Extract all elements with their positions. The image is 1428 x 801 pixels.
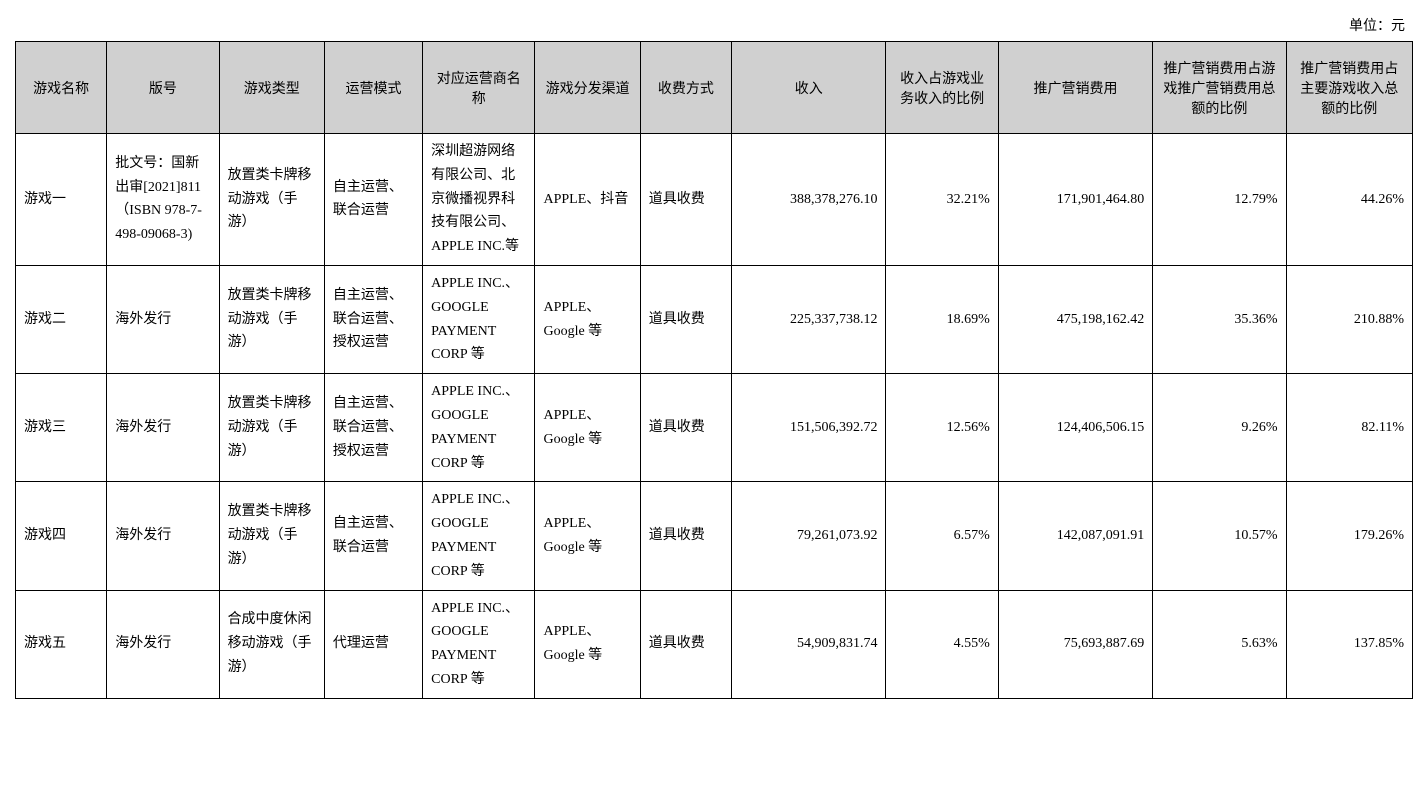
cell-revenue: 79,261,073.92 xyxy=(732,482,886,590)
table-row: 游戏五 海外发行 合成中度休闲移动游戏（手游） 代理运营 APPLE INC.、… xyxy=(16,590,1413,698)
table-body: 游戏一 批文号：国新出审[2021]811（ISBN 978-7-498-090… xyxy=(16,134,1413,699)
col-header-promo-ratio: 推广营销费用占游戏推广营销费用总额的比例 xyxy=(1153,42,1286,134)
cell-fee: 道具收费 xyxy=(640,482,731,590)
cell-main-ratio: 82.11% xyxy=(1286,374,1412,482)
cell-mode: 自主运营、联合运营 xyxy=(324,134,422,266)
table-row: 游戏一 批文号：国新出审[2021]811（ISBN 978-7-498-090… xyxy=(16,134,1413,266)
cell-rev-ratio: 32.21% xyxy=(886,134,998,266)
cell-operator: APPLE INC.、GOOGLE PAYMENT CORP 等 xyxy=(423,482,535,590)
cell-mode: 自主运营、联合运营 xyxy=(324,482,422,590)
table-row: 游戏三 海外发行 放置类卡牌移动游戏（手游） 自主运营、联合运营、授权运营 AP… xyxy=(16,374,1413,482)
cell-fee: 道具收费 xyxy=(640,374,731,482)
cell-type: 放置类卡牌移动游戏（手游） xyxy=(219,482,324,590)
col-header-type: 游戏类型 xyxy=(219,42,324,134)
cell-promo-ratio: 5.63% xyxy=(1153,590,1286,698)
cell-channel: APPLE、Google 等 xyxy=(535,482,640,590)
col-header-main-ratio: 推广营销费用占主要游戏收入总额的比例 xyxy=(1286,42,1412,134)
cell-fee: 道具收费 xyxy=(640,590,731,698)
cell-operator: 深圳超游网络有限公司、北京微播视界科技有限公司、APPLE INC.等 xyxy=(423,134,535,266)
cell-operator: APPLE INC.、GOOGLE PAYMENT CORP 等 xyxy=(423,265,535,373)
game-revenue-table: 游戏名称 版号 游戏类型 运营模式 对应运营商名称 游戏分发渠道 收费方式 收入… xyxy=(15,41,1413,699)
cell-version: 海外发行 xyxy=(107,482,219,590)
cell-rev-ratio: 18.69% xyxy=(886,265,998,373)
table-header-row: 游戏名称 版号 游戏类型 运营模式 对应运营商名称 游戏分发渠道 收费方式 收入… xyxy=(16,42,1413,134)
cell-rev-ratio: 12.56% xyxy=(886,374,998,482)
cell-rev-ratio: 4.55% xyxy=(886,590,998,698)
cell-type: 放置类卡牌移动游戏（手游） xyxy=(219,134,324,266)
col-header-revenue: 收入 xyxy=(732,42,886,134)
cell-promo-ratio: 9.26% xyxy=(1153,374,1286,482)
cell-channel: APPLE、Google 等 xyxy=(535,265,640,373)
col-header-fee: 收费方式 xyxy=(640,42,731,134)
cell-promo: 171,901,464.80 xyxy=(998,134,1152,266)
cell-promo-ratio: 12.79% xyxy=(1153,134,1286,266)
col-header-promo: 推广营销费用 xyxy=(998,42,1152,134)
col-header-version: 版号 xyxy=(107,42,219,134)
cell-operator: APPLE INC.、GOOGLE PAYMENT CORP 等 xyxy=(423,590,535,698)
cell-revenue: 388,378,276.10 xyxy=(732,134,886,266)
cell-revenue: 225,337,738.12 xyxy=(732,265,886,373)
cell-promo: 142,087,091.91 xyxy=(998,482,1152,590)
cell-fee: 道具收费 xyxy=(640,265,731,373)
cell-name: 游戏五 xyxy=(16,590,107,698)
cell-revenue: 151,506,392.72 xyxy=(732,374,886,482)
cell-type: 放置类卡牌移动游戏（手游） xyxy=(219,374,324,482)
cell-channel: APPLE、Google 等 xyxy=(535,374,640,482)
col-header-name: 游戏名称 xyxy=(16,42,107,134)
cell-promo-ratio: 35.36% xyxy=(1153,265,1286,373)
cell-name: 游戏一 xyxy=(16,134,107,266)
table-row: 游戏二 海外发行 放置类卡牌移动游戏（手游） 自主运营、联合运营、授权运营 AP… xyxy=(16,265,1413,373)
cell-promo: 75,693,887.69 xyxy=(998,590,1152,698)
cell-promo-ratio: 10.57% xyxy=(1153,482,1286,590)
cell-channel: APPLE、抖音 xyxy=(535,134,640,266)
col-header-operator: 对应运营商名称 xyxy=(423,42,535,134)
cell-mode: 自主运营、联合运营、授权运营 xyxy=(324,265,422,373)
col-header-rev-ratio: 收入占游戏业务收入的比例 xyxy=(886,42,998,134)
cell-version: 批文号：国新出审[2021]811（ISBN 978-7-498-09068-3… xyxy=(107,134,219,266)
cell-rev-ratio: 6.57% xyxy=(886,482,998,590)
cell-version: 海外发行 xyxy=(107,590,219,698)
cell-main-ratio: 137.85% xyxy=(1286,590,1412,698)
cell-promo: 124,406,506.15 xyxy=(998,374,1152,482)
cell-revenue: 54,909,831.74 xyxy=(732,590,886,698)
col-header-channel: 游戏分发渠道 xyxy=(535,42,640,134)
cell-type: 放置类卡牌移动游戏（手游） xyxy=(219,265,324,373)
cell-version: 海外发行 xyxy=(107,374,219,482)
cell-main-ratio: 179.26% xyxy=(1286,482,1412,590)
cell-type: 合成中度休闲移动游戏（手游） xyxy=(219,590,324,698)
cell-name: 游戏二 xyxy=(16,265,107,373)
cell-version: 海外发行 xyxy=(107,265,219,373)
cell-name: 游戏四 xyxy=(16,482,107,590)
cell-operator: APPLE INC.、GOOGLE PAYMENT CORP 等 xyxy=(423,374,535,482)
cell-main-ratio: 44.26% xyxy=(1286,134,1412,266)
cell-mode: 自主运营、联合运营、授权运营 xyxy=(324,374,422,482)
cell-promo: 475,198,162.42 xyxy=(998,265,1152,373)
cell-name: 游戏三 xyxy=(16,374,107,482)
col-header-mode: 运营模式 xyxy=(324,42,422,134)
cell-main-ratio: 210.88% xyxy=(1286,265,1412,373)
unit-label: 单位：元 xyxy=(15,15,1413,35)
table-row: 游戏四 海外发行 放置类卡牌移动游戏（手游） 自主运营、联合运营 APPLE I… xyxy=(16,482,1413,590)
cell-mode: 代理运营 xyxy=(324,590,422,698)
cell-fee: 道具收费 xyxy=(640,134,731,266)
cell-channel: APPLE、Google 等 xyxy=(535,590,640,698)
